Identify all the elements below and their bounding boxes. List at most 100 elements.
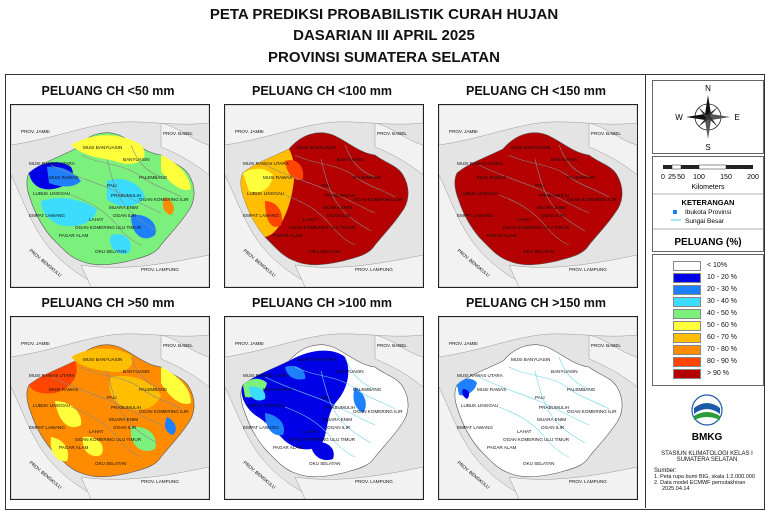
river-line — [478, 376, 590, 426]
river-line — [508, 154, 610, 198]
legend-label: 20 - 30 % — [707, 286, 737, 293]
legend-item: 80 - 90 % — [673, 356, 737, 367]
map-label-empat-lawang: EMPAT LAWANG — [457, 425, 493, 430]
probability-area — [353, 387, 366, 413]
river-line — [130, 356, 162, 390]
compass-e: E — [734, 113, 739, 122]
map-label-prabumulih: PRABUMULIH — [539, 405, 569, 410]
map-label-musi-banyuasin: MUSI BANYUASIN — [297, 357, 336, 362]
map-label-prov-lampung: PROV. LAMPUNG — [569, 479, 607, 484]
map-label-pagar-alam: PAGAR ALAM — [59, 445, 88, 450]
map-label-musi-banyuasin: MUSI BANYUASIN — [83, 357, 122, 362]
river-line — [264, 376, 376, 426]
probability-area — [82, 436, 103, 457]
legend-label: 50 - 60 % — [707, 322, 737, 329]
river-line — [130, 144, 162, 178]
map-label-ogan-ilir: OGAN ILIR — [113, 213, 137, 218]
map-label-prov-jambi: PROV. JAMBI — [235, 341, 264, 346]
map-label-musi-rawas: MUSI RAWAS — [263, 387, 292, 392]
map-label-musi-banyuasin: MUSI BANYUASIN — [511, 145, 550, 150]
river-line — [534, 158, 586, 232]
probability-area — [165, 417, 176, 435]
map-label-oku-selatan: OKU SELATAN — [523, 461, 554, 466]
capital-marker-icon — [673, 210, 677, 214]
map-label-ogan-ilir: OGAN ILIR — [541, 213, 565, 218]
probability-area — [163, 197, 174, 215]
scale-box: 0 25 50 100 150 200 Kilometers KETERANGAN Ibu… — [652, 156, 764, 252]
legend-item: 40 - 50 % — [673, 308, 737, 319]
legend-swatch — [673, 308, 701, 319]
river-line — [320, 158, 372, 232]
probability-area — [161, 155, 191, 191]
scale-unit: Kilometers — [691, 184, 725, 191]
province-map: PROV. JAMBI PROV. BABEL MUSI BANYUASIN BANY… — [11, 317, 209, 499]
map-label-empat-lawang: EMPAT LAWANG — [243, 425, 279, 430]
probability-area — [265, 201, 283, 227]
map-label-lubuk-linggau: LUBUK LINGGAU — [461, 191, 498, 196]
map-label-lahat: LAHAT — [517, 217, 532, 222]
legend-swatch — [673, 344, 701, 355]
map-label-prov-lampung: PROV. LAMPUNG — [355, 267, 393, 272]
sumber-line-1: 1. Peta rupa bumi BIG, skala 1:2.000.000 — [654, 474, 755, 480]
panel-map: PROV. JAMBI PROV. BABEL MUSI BANYUASIN BANY… — [10, 104, 210, 288]
map-label-ogan-komering-ilir: OGAN KOMERING ILIR — [353, 409, 403, 414]
panel-title: PELUANG CH <100 mm — [252, 84, 392, 98]
map-label-musi-banyuasin: MUSI BANYUASIN — [83, 145, 122, 150]
probability-area — [50, 437, 69, 462]
legend-swatch — [673, 260, 701, 271]
map-label-oku-selatan: OKU SELATAN — [95, 249, 126, 254]
map-label-palembang: PALEMBANG — [567, 387, 596, 392]
map-label-palembang: PALEMBANG — [567, 175, 596, 180]
panel-map: PROV. JAMBI PROV. BABEL MUSI BANYUASIN BANY… — [438, 316, 638, 500]
map-label-musi-rawas-utara: MUSI RAWAS UTARA — [457, 161, 504, 166]
map-label-lahat: LAHAT — [89, 217, 104, 222]
map-label-pali: PALI — [321, 395, 331, 400]
river-line — [320, 370, 372, 444]
map-label-okut: OGAN KOMERING ULU TIMUR — [75, 437, 142, 442]
panel-map: PROV. JAMBI PROV. BABEL MUSI BANYUASIN BANY… — [224, 104, 424, 288]
legend-swatch — [673, 320, 701, 331]
maps-area — [5, 74, 646, 508]
map-label-lubuk-linggau: LUBUK LINGGAU — [33, 403, 70, 408]
legend-label: 10 - 20 % — [707, 274, 737, 281]
probability-area — [285, 159, 304, 181]
probability-area — [110, 234, 131, 254]
map-label-prov-lampung: PROV. LAMPUNG — [355, 479, 393, 484]
scale-tick: 25 — [668, 174, 676, 181]
map-label-prabumulih: PRABUMULIH — [325, 405, 355, 410]
map-label-pali: PALI — [321, 183, 331, 188]
legend-label: 80 - 90 % — [707, 358, 737, 365]
legend-swatch — [673, 356, 701, 367]
map-label-banyuasin: BANYUASIN — [337, 369, 364, 374]
river-line — [294, 366, 396, 410]
map-label-pagar-alam: PAGAR ALAM — [273, 445, 302, 450]
river-line — [264, 164, 376, 214]
scale-tick: 0 — [661, 174, 665, 181]
map-label-prabumulih: PRABUMULIH — [539, 193, 569, 198]
map-label-musi-rawas: MUSI RAWAS — [477, 175, 506, 180]
sumber-line-3: 2025.04.14 — [662, 486, 690, 492]
province-map: PROV. JAMBI PROV. BABEL MUSI BANYUASIN BANY… — [225, 317, 423, 499]
river-line — [80, 154, 182, 198]
map-label-okut: OGAN KOMERING ULU TIMUR — [289, 437, 356, 442]
legend-item: < 10% — [673, 260, 727, 271]
map-label-prov-babel: PROV. BABEL — [591, 343, 621, 348]
probability-area — [107, 178, 145, 207]
map-label-muara-enim: MUARA ENIM — [109, 205, 138, 210]
map-label-prov-jambi: PROV. JAMBI — [449, 341, 478, 346]
probability-area — [41, 198, 97, 227]
side-legend: N S E W 0 25 50 100 150 200 Kilometers KETERA… — [652, 76, 764, 506]
province-map: PROV. JAMBI PROV. BABEL MUSI BANYUASIN BANY… — [439, 317, 637, 499]
province-map: PROV. JAMBI PROV. BABEL MUSI BANYUASIN BANY… — [225, 105, 423, 287]
river-line — [478, 164, 590, 214]
map-panel-4: PELUANG CH >50 mm PROV. JAMBI PROV. BABEL M… — [8, 296, 210, 500]
map-label-musi-rawas: MUSI RAWAS — [49, 175, 78, 180]
scale-tick: 100 — [693, 174, 705, 181]
map-label-banyuasin: BANYUASIN — [123, 369, 150, 374]
keterangan-sungai: Sungai Besar — [685, 218, 725, 225]
station-line-1: STASIUN KLIMATOLOGI KELAS I — [661, 451, 753, 457]
map-label-musi-rawas: MUSI RAWAS — [49, 387, 78, 392]
logo-box: BMKG STASIUN KLIMATOLOGI KELAS I SUMATER… — [652, 388, 762, 506]
map-panel-1: PELUANG CH <50 mm PROV. JAMBI PROV. BABEL M… — [8, 84, 210, 288]
map-label-muara-enim: MUARA ENIM — [323, 417, 352, 422]
